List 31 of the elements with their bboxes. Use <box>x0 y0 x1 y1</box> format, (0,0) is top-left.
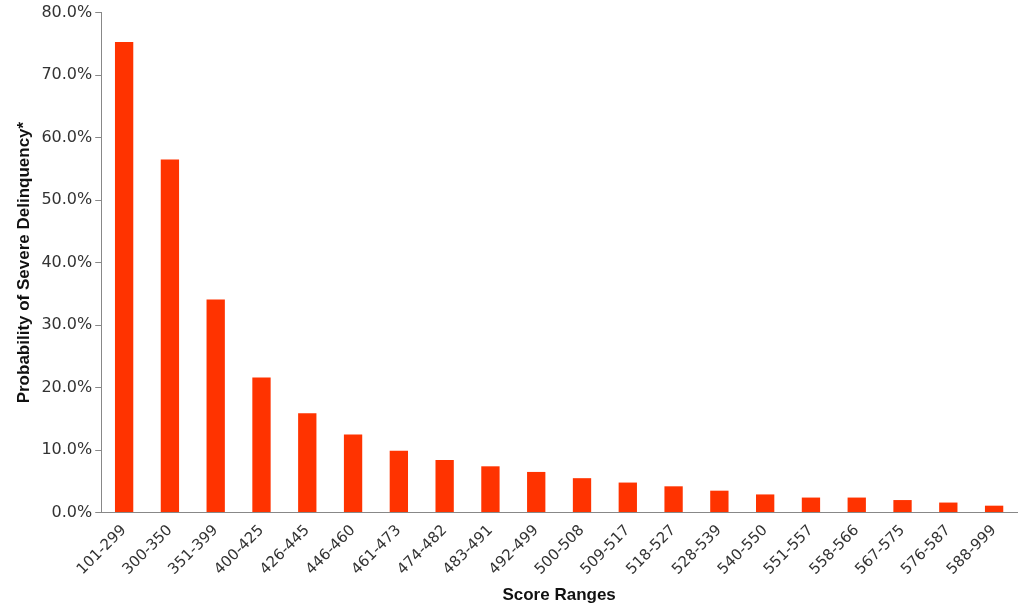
y-tick-label: 10.0% <box>41 439 93 459</box>
y-tick-label: 40.0% <box>41 251 93 271</box>
bar <box>801 497 821 513</box>
bar <box>664 486 683 513</box>
y-tick-label: 0.0% <box>51 501 93 521</box>
y-tick-label: 80.0% <box>41 1 93 21</box>
y-tick-label: 70.0% <box>41 64 93 84</box>
bar <box>572 478 592 513</box>
bar <box>389 450 409 513</box>
y-tick-label: 50.0% <box>41 189 93 209</box>
bar <box>939 502 958 513</box>
bar <box>114 41 134 513</box>
y-tick-label: 20.0% <box>41 376 93 396</box>
bar <box>481 466 500 513</box>
bar <box>756 494 775 513</box>
bar <box>893 500 912 513</box>
bar <box>710 490 729 513</box>
bar <box>298 413 317 513</box>
bar <box>984 505 1004 513</box>
x-axis-title: Score Ranges <box>502 585 616 605</box>
y-tick-label: 60.0% <box>41 126 93 146</box>
y-axis-title: Probability of Severe Delinquency* <box>13 121 33 404</box>
bar <box>160 159 180 513</box>
bar <box>847 497 866 513</box>
bar <box>252 377 271 513</box>
bar <box>206 299 225 513</box>
bar <box>618 482 637 513</box>
bar <box>343 434 363 513</box>
y-tick-label: 30.0% <box>41 314 93 334</box>
bar <box>435 460 454 513</box>
bar <box>527 471 546 513</box>
